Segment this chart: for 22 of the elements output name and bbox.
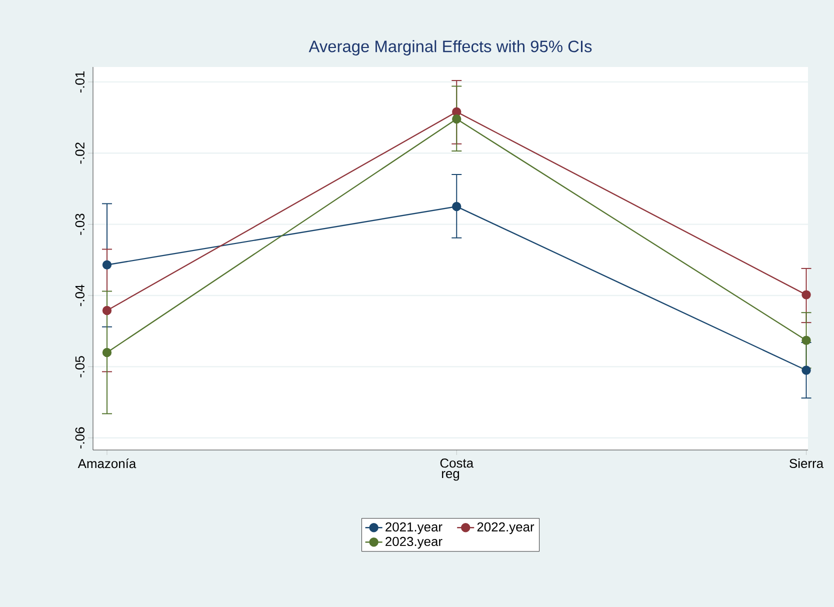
point (802, 290, 811, 300)
chart-title: Average Marginal Effects with 95% CIs (308, 40, 592, 56)
x-tick-label: Amazonía (78, 458, 136, 468)
x-tick-label: Sierra (790, 458, 824, 468)
point (802, 366, 811, 375)
y-tick-label: -.06 (75, 427, 84, 448)
y-tick-label: -.05 (75, 356, 84, 378)
point (102, 260, 112, 270)
x-axis-title: reg (442, 471, 460, 481)
point (802, 336, 811, 345)
point (102, 306, 112, 316)
y-tick-label: -.02 (75, 142, 84, 164)
x-tick-label: Costa (440, 458, 474, 468)
y-tick-label: -.03 (75, 214, 84, 235)
y-tick-label: -.04 (75, 284, 84, 306)
legend-label: 2023.year (386, 536, 442, 549)
point (452, 202, 462, 212)
point (452, 114, 462, 124)
point (102, 348, 112, 358)
legend-label: 2021.year (386, 522, 442, 534)
y-tick-label: -.01 (75, 71, 84, 93)
legend-label: 2022.year (477, 522, 534, 534)
